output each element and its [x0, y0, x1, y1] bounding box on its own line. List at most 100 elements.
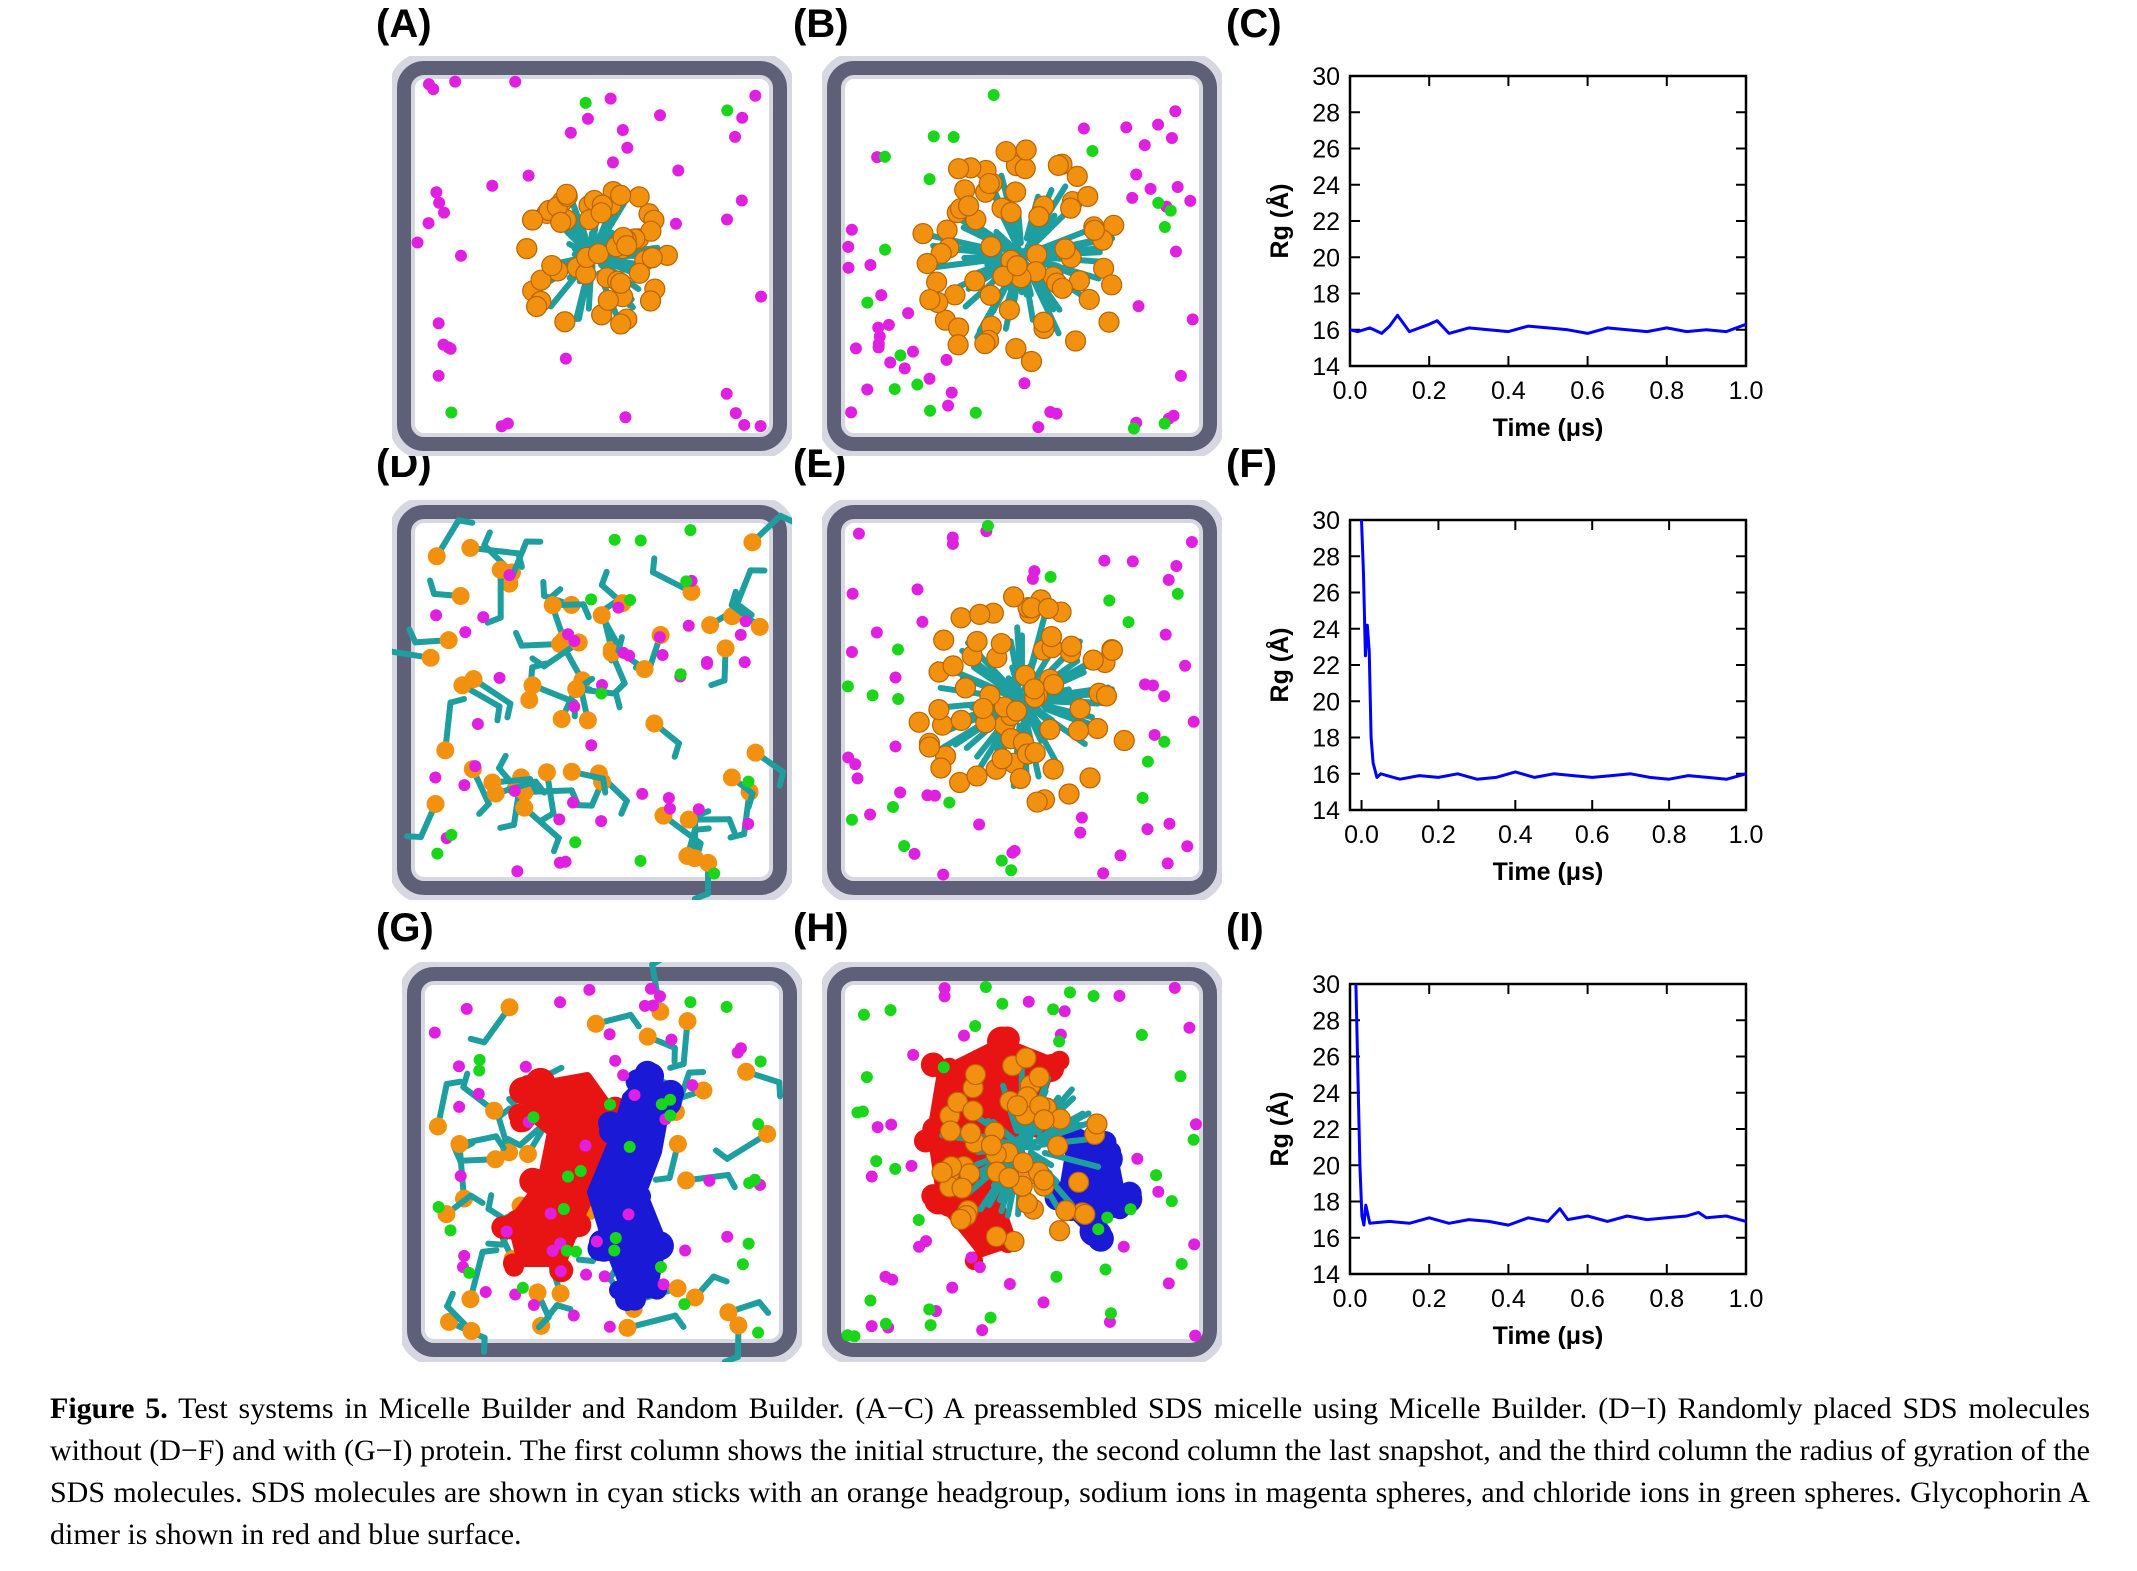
- sds-headgroup: [1113, 729, 1135, 752]
- sds-headgroup: [980, 236, 1002, 258]
- protein-chain-a: [555, 1218, 580, 1243]
- sds-headgroup: [562, 762, 581, 781]
- sodium-ion: [703, 1174, 716, 1187]
- sodium-ion: [458, 1249, 471, 1262]
- sds-tail: [725, 1171, 738, 1191]
- y-tick-label: 18: [1312, 281, 1340, 309]
- sds-headgroup: [592, 606, 611, 625]
- sodium-ion: [621, 141, 634, 154]
- sodium-ion: [692, 803, 705, 816]
- chloride-ion: [861, 296, 874, 309]
- sds-headgroup: [699, 853, 718, 872]
- x-tick-label: 0.8: [1649, 377, 1684, 405]
- x-axis-label: Time (μs): [1493, 414, 1604, 442]
- protein-chain-b: [629, 1185, 652, 1207]
- sds-tail: [712, 1147, 731, 1162]
- sodium-ion: [567, 1309, 580, 1322]
- protein-chain-b: [623, 1288, 646, 1311]
- chloride-ion: [1063, 986, 1076, 999]
- sodium-ion: [1169, 105, 1182, 118]
- x-tick-label: 1.0: [1729, 1285, 1764, 1313]
- x-tick-label: 0.6: [1575, 821, 1610, 849]
- sodium-ion: [653, 990, 666, 1003]
- sds-headgroup: [1002, 586, 1025, 608]
- chloride-ion: [473, 1053, 486, 1066]
- sodium-ion: [923, 372, 936, 385]
- sds-headgroup: [461, 1290, 480, 1309]
- snapshot-b: [822, 56, 1222, 456]
- sodium-ion: [1075, 811, 1088, 824]
- sds-headgroup: [451, 586, 470, 605]
- sds-headgroup: [551, 1284, 570, 1303]
- sodium-ion: [1132, 300, 1145, 313]
- plot-frame: [1348, 74, 1748, 368]
- sodium-ion: [1018, 377, 1031, 390]
- sds-headgroup: [551, 634, 570, 653]
- chloride-ion: [979, 981, 992, 994]
- sodium-ion: [938, 990, 951, 1003]
- sds-headgroup: [439, 631, 458, 650]
- sodium-ion: [477, 611, 490, 624]
- sodium-ion: [583, 983, 596, 996]
- plot-frame: [1348, 982, 1748, 1276]
- sds-headgroup: [610, 272, 632, 294]
- sodium-ion: [568, 700, 581, 713]
- sds-headgroup: [427, 547, 446, 566]
- sodium-ion: [1171, 180, 1184, 193]
- sodium-ion: [735, 194, 748, 207]
- sds-headgroup: [939, 1120, 962, 1142]
- protein-chain-b: [608, 1280, 628, 1300]
- chloride-ion: [432, 1200, 445, 1213]
- sds-tail: [460, 1070, 471, 1091]
- chloride-ion: [888, 383, 901, 396]
- sds-headgroup: [450, 1135, 469, 1154]
- sodium-ion: [656, 649, 669, 662]
- chloride-ion: [608, 533, 621, 546]
- sodium-ion: [554, 1265, 567, 1278]
- chloride-ion: [574, 1165, 587, 1178]
- sodium-ion: [1074, 826, 1087, 839]
- sodium-ion: [738, 418, 751, 431]
- chloride-ion: [720, 1000, 733, 1013]
- sodium-ion: [940, 353, 953, 366]
- sds-headgroup: [995, 140, 1017, 163]
- sds-headgroup: [1095, 685, 1118, 707]
- sodium-ion: [1026, 572, 1039, 585]
- sds-headgroup: [556, 183, 578, 205]
- chloride-ion: [684, 996, 697, 1009]
- sds-tail: [444, 1290, 456, 1310]
- protein-chain-b: [600, 1111, 623, 1134]
- y-tick-label: 16: [1312, 761, 1340, 789]
- chloride-ion: [845, 813, 858, 826]
- sodium-ion: [580, 1268, 593, 1281]
- sds-tail: [513, 629, 525, 649]
- snapshot-g: [402, 962, 802, 1362]
- sodium-ion: [428, 1026, 441, 1039]
- sds-headgroup: [439, 1312, 458, 1331]
- sds-headgroup: [678, 847, 697, 866]
- chloride-ion: [969, 1020, 982, 1033]
- chloride-ion: [634, 854, 647, 867]
- rg-series-line: [1354, 983, 1747, 1227]
- y-tick-label: 24: [1312, 172, 1340, 200]
- chloride-ion: [1152, 196, 1165, 209]
- sodium-ion: [870, 626, 883, 639]
- chloride-ion: [879, 1317, 892, 1330]
- sds-headgroup: [750, 617, 769, 636]
- sodium-ion: [508, 784, 521, 797]
- chloride-ion: [721, 104, 734, 117]
- chloride-ion: [754, 1055, 767, 1068]
- sodium-ion: [1141, 823, 1154, 836]
- chloride-ion: [684, 524, 697, 537]
- sds-tail: [550, 834, 562, 855]
- sds-headgroup: [743, 533, 762, 552]
- sds-headgroup: [1060, 635, 1083, 657]
- sodium-ion: [754, 420, 767, 433]
- sodium-ion: [559, 352, 572, 365]
- sodium-ion: [616, 123, 629, 136]
- sds-headgroup: [486, 1150, 505, 1169]
- sds-headgroup: [1047, 1135, 1069, 1157]
- sds-headgroup: [1032, 311, 1055, 333]
- sds-headgroup: [552, 710, 571, 729]
- chloride-ion: [595, 687, 608, 700]
